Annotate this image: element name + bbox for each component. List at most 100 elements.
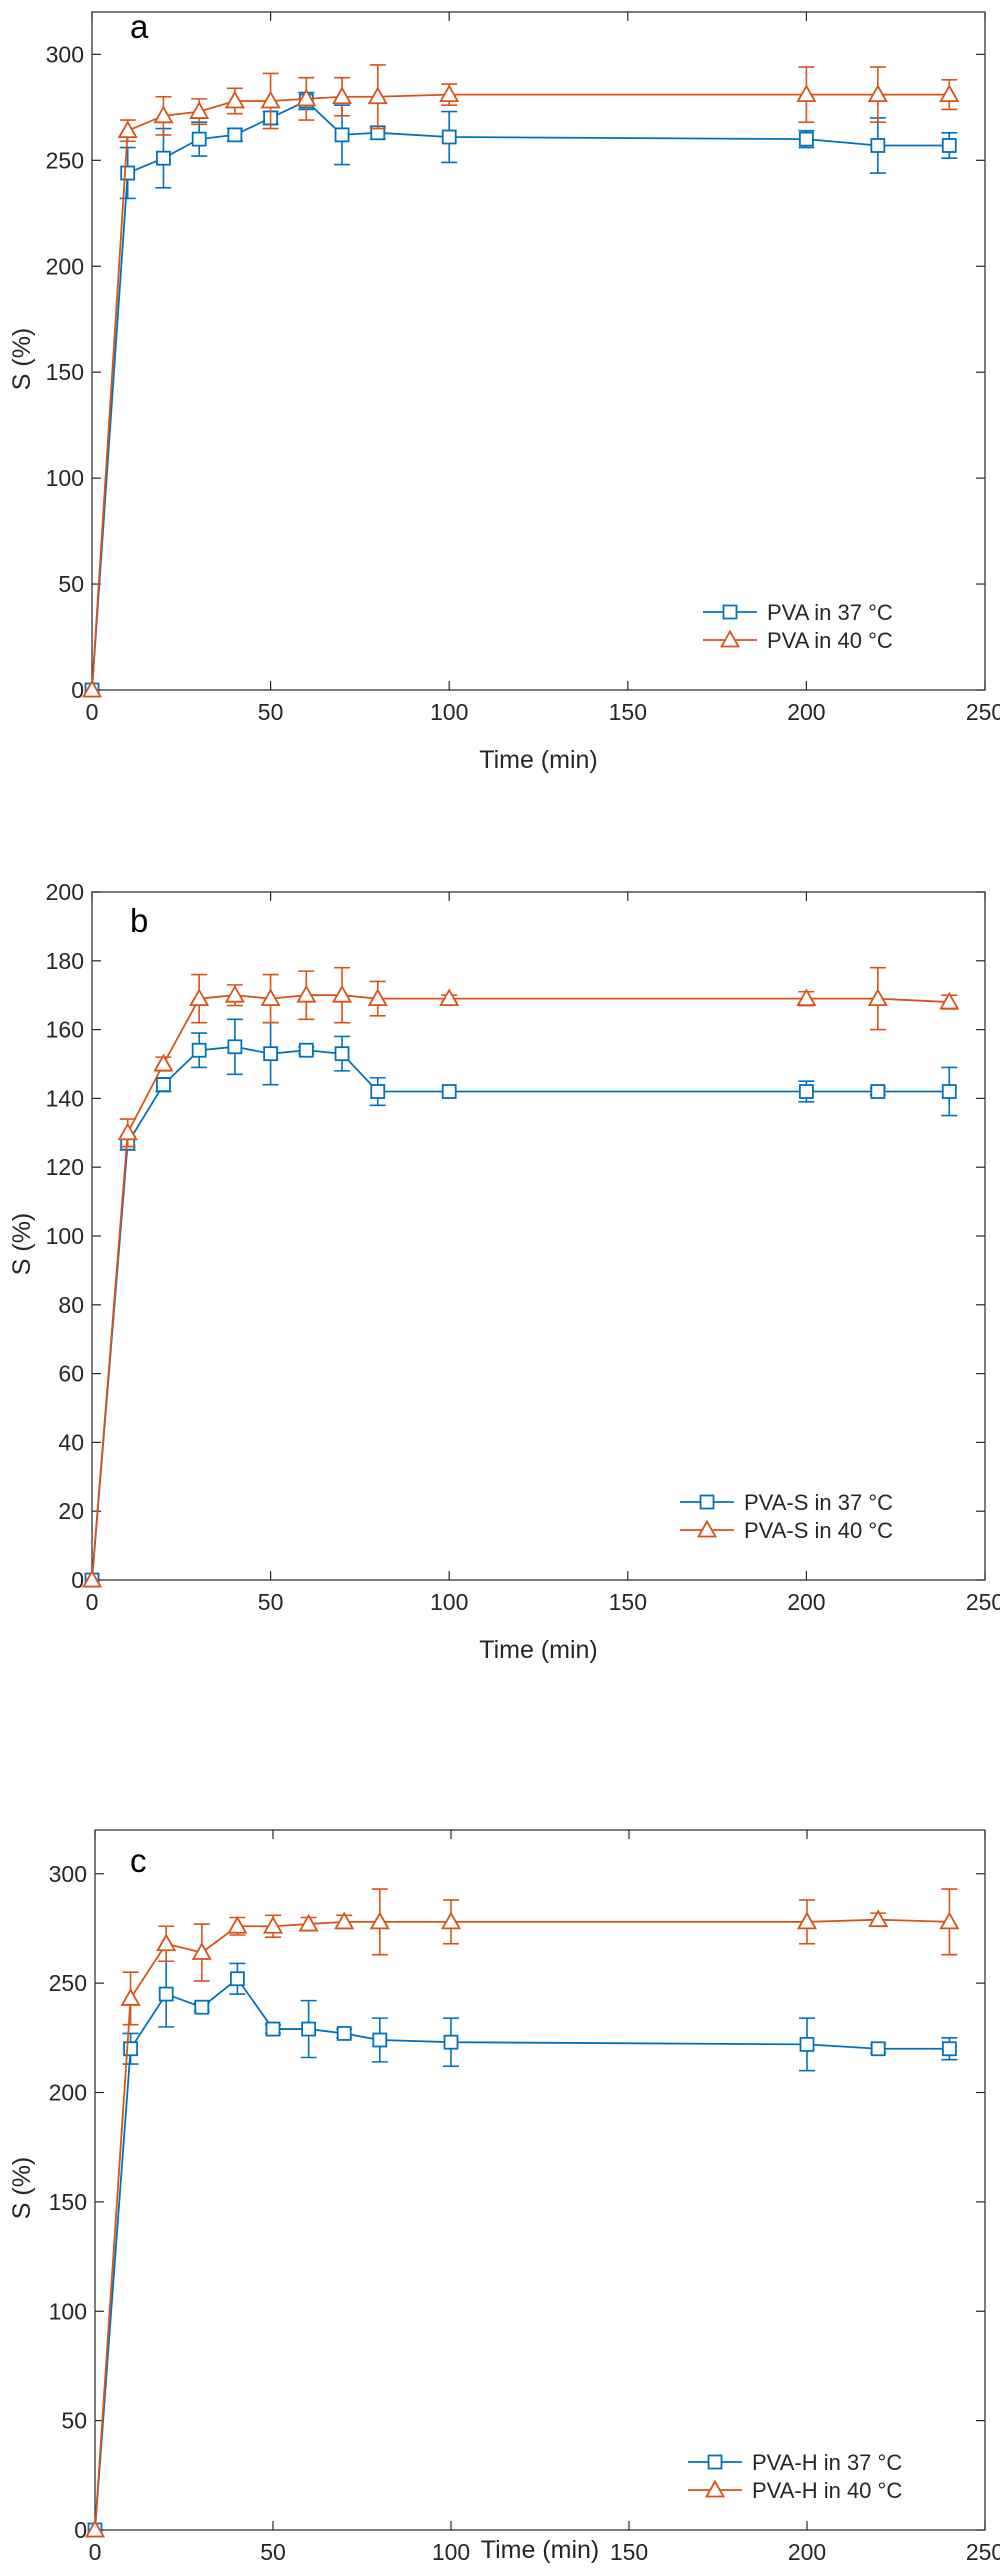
data-point [260, 90, 281, 109]
x-tick-label: 0 [86, 699, 99, 725]
y-tick-label: 20 [58, 1498, 84, 1524]
data-point [867, 988, 888, 1007]
y-tick-label: 50 [61, 2408, 87, 2434]
legend-marker [704, 2479, 726, 2498]
data-point [156, 150, 171, 166]
x-tick-label: 50 [260, 2539, 286, 2565]
data-point [120, 1988, 141, 2006]
data-point [227, 1039, 243, 1055]
data-point [796, 84, 817, 103]
x-tick-label: 150 [609, 699, 647, 725]
data-point [191, 1942, 212, 1960]
plot-frame [91, 891, 986, 1581]
legend-entry: PVA in 37 °C [767, 600, 893, 625]
y-tick-label: 80 [58, 1292, 84, 1318]
y-tick-label: 120 [46, 1154, 84, 1180]
y-tick-label: 60 [58, 1361, 84, 1387]
legend-entry: PVA-S in 40 °C [744, 1518, 893, 1543]
y-tick-label: 100 [46, 1223, 84, 1249]
y-tick-label: 300 [49, 1861, 87, 1887]
y-tick-label: 300 [46, 41, 84, 67]
data-point [439, 84, 460, 103]
x-axis-label: Time (min) [479, 746, 598, 774]
data-point [296, 88, 317, 107]
x-tick-label: 50 [258, 699, 284, 725]
x-tick-label: 200 [787, 699, 825, 725]
data-point [265, 2021, 281, 2037]
legend-entry: PVA-S in 37 °C [744, 1490, 893, 1515]
data-point [81, 1569, 103, 1588]
data-point [156, 1933, 177, 1952]
data-point [224, 984, 245, 1003]
data-point [941, 138, 957, 153]
data-point [939, 84, 960, 103]
data-point [227, 127, 243, 143]
y-axis-label: S (%) [8, 2157, 36, 2220]
data-point [796, 1911, 818, 1930]
y-axis-label: S (%) [8, 1213, 36, 1276]
data-point [799, 1084, 814, 1099]
x-tick-label: 250 [966, 699, 1000, 725]
data-point [799, 131, 814, 147]
legend: PVA in 37 °C PVA in 40 °C [694, 594, 961, 660]
data-point [301, 2021, 317, 2037]
plot-frame [94, 1829, 986, 2531]
data-point [81, 679, 103, 698]
data-point [298, 1042, 314, 1058]
data-point [367, 988, 388, 1007]
data-point [870, 138, 886, 153]
y-tick-label: 200 [46, 253, 84, 279]
chart-panel-a: 0 50 100 150 200 250 0 50 100 150 200 250 300 Time (m… [8, 8, 1000, 774]
legend-entry: PVA-H in 37 °C [752, 2450, 902, 2475]
data-point [84, 2519, 106, 2538]
data-point [262, 1915, 284, 1934]
plot-frame [91, 11, 986, 691]
data-point [796, 988, 817, 1007]
data-point [799, 2036, 815, 2052]
data-point [870, 1084, 886, 1099]
data-point [372, 2032, 388, 2048]
data-point [191, 1042, 207, 1058]
data-point [331, 86, 353, 105]
data-point [443, 2034, 459, 2050]
data-point [334, 1046, 350, 1062]
x-axis-label: Time (min) [479, 1636, 598, 1664]
x-tick-label: 100 [430, 699, 468, 725]
y-tick-label: 0 [74, 2517, 87, 2543]
series-2 [84, 1888, 960, 2538]
y-tick-label: 160 [46, 1017, 84, 1043]
x-tick-label: 200 [788, 2539, 826, 2565]
x-tick-label: 250 [966, 2539, 1000, 2565]
data-point [439, 988, 460, 1007]
data-point [331, 984, 353, 1003]
data-point [440, 1911, 462, 1930]
legend-marker [696, 1519, 718, 1538]
data-point [229, 1971, 245, 1987]
x-tick-label: 50 [258, 1589, 284, 1615]
y-tick-label: 0 [71, 1567, 84, 1593]
legend-marker [699, 1494, 715, 1510]
data-point [156, 1077, 171, 1093]
x-axis-label: Time (min) [481, 2536, 600, 2564]
legend-marker [707, 2454, 723, 2470]
y-tick-label: 100 [46, 465, 84, 491]
data-point [158, 1986, 174, 2002]
data-point [939, 991, 960, 1010]
data-point [189, 101, 210, 119]
data-point [441, 1084, 457, 1099]
chart-panel-b: 0 50 100 150 200 250 0 20 40 60 80 100 120 140 160 180 2… [8, 879, 1000, 1664]
y-tick-label: 100 [49, 2298, 87, 2324]
x-tick-label: 250 [966, 1589, 1000, 1615]
legend-entry: PVA-H in 40 °C [752, 2478, 902, 2503]
data-point [153, 1053, 174, 1072]
data-point [367, 86, 388, 105]
y-tick-label: 0 [71, 677, 84, 703]
y-tick-label: 200 [46, 879, 84, 905]
x-tick-label: 150 [609, 1589, 647, 1615]
data-point [870, 2041, 886, 2057]
data-point [334, 1911, 355, 1930]
y-tick-label: 150 [49, 2189, 87, 2215]
data-point [153, 105, 174, 124]
data-point [117, 1122, 138, 1141]
data-point [189, 988, 210, 1007]
